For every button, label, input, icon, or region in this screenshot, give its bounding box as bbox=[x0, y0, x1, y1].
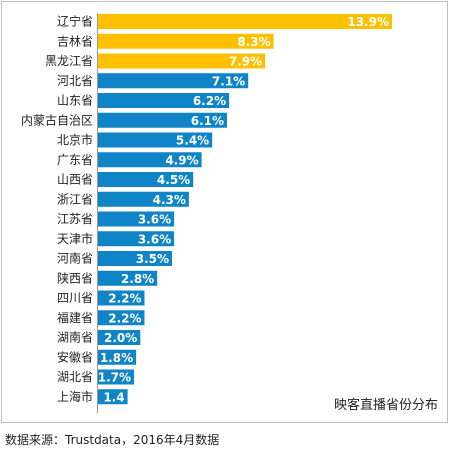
bar bbox=[98, 270, 158, 286]
bar bbox=[98, 93, 230, 108]
value-label: 2.2% bbox=[108, 311, 141, 325]
category-label: 北京市 bbox=[57, 132, 93, 147]
bar bbox=[98, 172, 194, 187]
category-label: 浙江省 bbox=[57, 192, 93, 206]
category-label: 陕西省 bbox=[57, 270, 93, 285]
value-label: 2.2% bbox=[108, 292, 141, 306]
bar bbox=[98, 152, 202, 168]
value-label: 8.3% bbox=[237, 35, 270, 49]
value-label: 3.5% bbox=[136, 252, 169, 266]
value-label: 6.2% bbox=[193, 94, 226, 108]
bar bbox=[98, 231, 175, 247]
value-label: 3.6% bbox=[138, 213, 171, 227]
source-note: 数据来源：Trustdata，2016年4月数据 bbox=[5, 433, 220, 447]
category-label: 福建省 bbox=[57, 310, 93, 325]
category-label: 吉林省 bbox=[57, 34, 93, 48]
bar-chart: 辽宁省 13.9% 吉林省 8.3% 黑龙江省 7.9% 河北省 7.1% 山东省 6.2% 内蒙古… bbox=[1, 1, 448, 423]
value-label: 3.6% bbox=[138, 232, 171, 246]
bar bbox=[98, 132, 213, 148]
bar bbox=[98, 112, 227, 128]
category-label: 广东省 bbox=[57, 153, 93, 167]
bar bbox=[98, 191, 189, 207]
category-label: 河南省 bbox=[57, 251, 93, 266]
bar bbox=[98, 349, 137, 365]
bar bbox=[98, 310, 145, 326]
bar bbox=[98, 14, 392, 29]
chart-area: 辽宁省 13.9% 吉林省 8.3% 黑龙江省 7.9% 河北省 7.1% 山东省 6.2% 内蒙古… bbox=[1, 1, 448, 423]
category-label: 辽宁省 bbox=[57, 14, 93, 29]
value-label: 6.1% bbox=[191, 114, 224, 128]
chart-frame-border bbox=[1, 1, 448, 423]
value-label: 5.4% bbox=[176, 134, 209, 148]
category-label: 内蒙古自治区 bbox=[21, 112, 93, 127]
value-label: 13.9% bbox=[347, 15, 389, 29]
category-label: 山西省 bbox=[57, 173, 93, 187]
category-label: 黑龙江省 bbox=[45, 54, 93, 68]
bar bbox=[98, 251, 172, 266]
bars-group: 辽宁省 13.9% 吉林省 8.3% 黑龙江省 7.9% 河北省 7.1% 山东省 6.2% 内蒙古… bbox=[21, 14, 392, 405]
bar bbox=[98, 211, 175, 227]
value-label: 2.0% bbox=[104, 331, 137, 345]
category-label: 安徽省 bbox=[57, 349, 93, 364]
legend-label: 映客直播省份分布 bbox=[334, 397, 438, 413]
category-label: 天津市 bbox=[57, 231, 93, 246]
value-label: 2.8% bbox=[121, 272, 154, 286]
bar bbox=[98, 73, 249, 89]
bar bbox=[98, 330, 141, 345]
value-label: 7.9% bbox=[229, 55, 262, 69]
category-label: 湖北省 bbox=[57, 369, 93, 384]
value-label: 4.5% bbox=[157, 173, 190, 187]
category-label: 四川省 bbox=[57, 291, 93, 305]
value-label: 1.8% bbox=[100, 351, 133, 365]
category-label: 湖南省 bbox=[57, 330, 93, 345]
value-label: 4.9% bbox=[165, 153, 198, 167]
value-label: 7.1% bbox=[212, 74, 245, 88]
value-label: 1.7% bbox=[98, 371, 131, 385]
category-label: 山东省 bbox=[57, 94, 93, 108]
category-label: 江苏省 bbox=[57, 212, 93, 226]
value-label: 4.3% bbox=[153, 193, 186, 207]
category-label: 上海市 bbox=[57, 389, 93, 404]
bar bbox=[98, 389, 128, 405]
bar bbox=[98, 290, 145, 306]
bar bbox=[98, 33, 274, 49]
bar bbox=[98, 369, 134, 385]
value-label: 1.4 bbox=[103, 390, 124, 404]
bar bbox=[98, 53, 266, 69]
category-label: 河北省 bbox=[57, 74, 93, 88]
